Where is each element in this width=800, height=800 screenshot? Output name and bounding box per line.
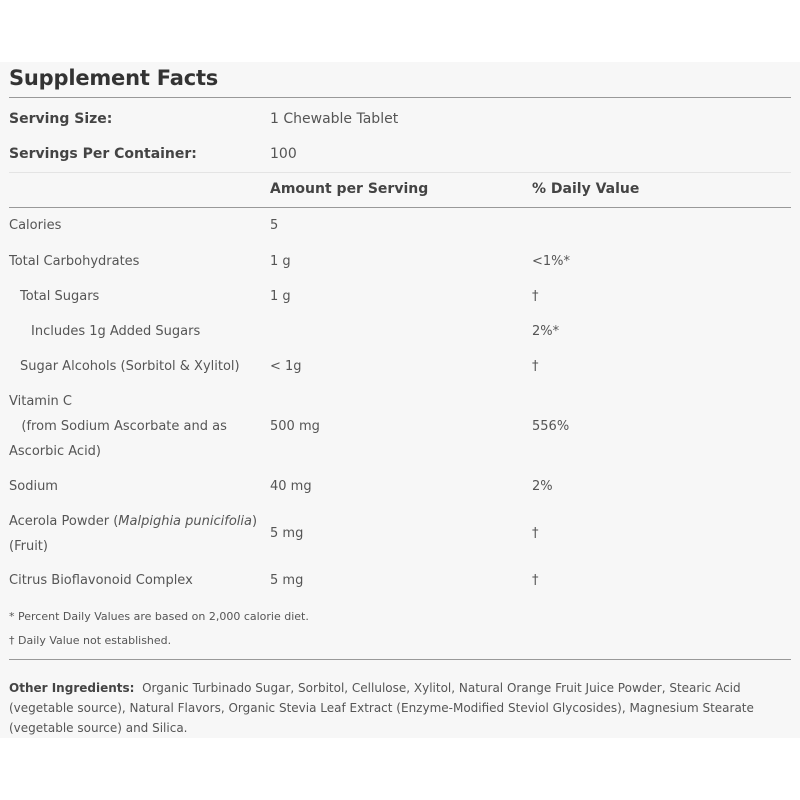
supplement-facts-panel [0, 62, 800, 738]
daily-value-header: % Daily Value [532, 181, 640, 197]
nutrient-name-citrus-bioflavonoid: Citrus Bioflavonoid Complex [9, 573, 193, 588]
nutrient-name-total-carbohydrates: Total Carbohydrates [9, 254, 140, 269]
nutrient-dv-total-sugars: † [532, 289, 539, 304]
acerola-name-start: Acerola Powder ( [9, 514, 119, 529]
nutrient-dv-citrus-bioflavonoid: † [532, 573, 539, 588]
nutrient-amount-sodium: 40 mg [270, 479, 312, 494]
vitamin-c-source-line: (from Sodium Ascorbate and as [21, 419, 227, 434]
nutrient-dv-sugar-alcohols: † [532, 359, 539, 374]
footnote-daily-value-not-established: † Daily Value not established. [9, 634, 172, 647]
servings-per-container-value: 100 [270, 146, 297, 162]
nutrient-dv-acerola: † [532, 526, 539, 541]
nutrient-name-sodium: Sodium [9, 479, 58, 494]
nutrient-name-acerola-part: (Fruit) [9, 539, 48, 554]
nutrient-name-vitamin-c-source: (from Sodium Ascorbate and as [9, 415, 227, 439]
amount-per-serving-header: Amount per Serving [270, 181, 429, 197]
title-rule [9, 97, 791, 98]
nutrient-amount-calories: 5 [270, 218, 279, 233]
other-ingredients: Other Ingredients: Organic Turbinado Sug… [9, 678, 791, 738]
nutrient-amount-acerola: 5 mg [270, 526, 304, 541]
nutrient-name-acerola: Acerola Powder (Malpighia punicifolia) [9, 510, 257, 534]
nutrient-dv-added-sugars: 2%* [532, 324, 560, 339]
nutrient-amount-total-carbohydrates: 1 g [270, 254, 291, 269]
servings-divider [9, 172, 791, 173]
nutrient-name-sugar-alcohols: Sugar Alcohols (Sorbitol & Xylitol) [20, 359, 240, 374]
footnote-rule [9, 659, 791, 660]
nutrient-amount-vitamin-c: 500 mg [270, 419, 320, 434]
nutrient-dv-sodium: 2% [532, 479, 553, 494]
supplement-facts-title: Supplement Facts [9, 66, 219, 90]
nutrient-name-total-sugars: Total Sugars [20, 289, 100, 304]
other-ingredients-text: Organic Turbinado Sugar, Sorbitol, Cellu… [9, 681, 754, 735]
nutrient-amount-sugar-alcohols: < 1g [270, 359, 302, 374]
nutrient-dv-vitamin-c: 556% [532, 419, 570, 434]
serving-size-label: Serving Size: [9, 111, 113, 127]
acerola-latin-name: Malpighia punicifolia [118, 514, 252, 529]
footnote-percent-daily-values: * Percent Daily Values are based on 2,00… [9, 610, 309, 623]
servings-per-container-label: Servings Per Container: [9, 146, 197, 162]
other-ingredients-label: Other Ingredients: [9, 681, 135, 695]
nutrient-name-vitamin-c-source-cont: Ascorbic Acid) [9, 444, 102, 459]
nutrient-dv-total-carbohydrates: <1%* [532, 254, 571, 269]
nutrient-name-vitamin-c: Vitamin C [9, 394, 73, 409]
header-rule [9, 207, 791, 208]
nutrient-amount-citrus-bioflavonoid: 5 mg [270, 573, 304, 588]
acerola-name-end: ) [251, 514, 258, 529]
nutrient-amount-total-sugars: 1 g [270, 289, 291, 304]
nutrient-name-added-sugars: Includes 1g Added Sugars [31, 324, 201, 339]
nutrient-name-calories: Calories [9, 218, 62, 233]
serving-size-value: 1 Chewable Tablet [270, 111, 399, 127]
